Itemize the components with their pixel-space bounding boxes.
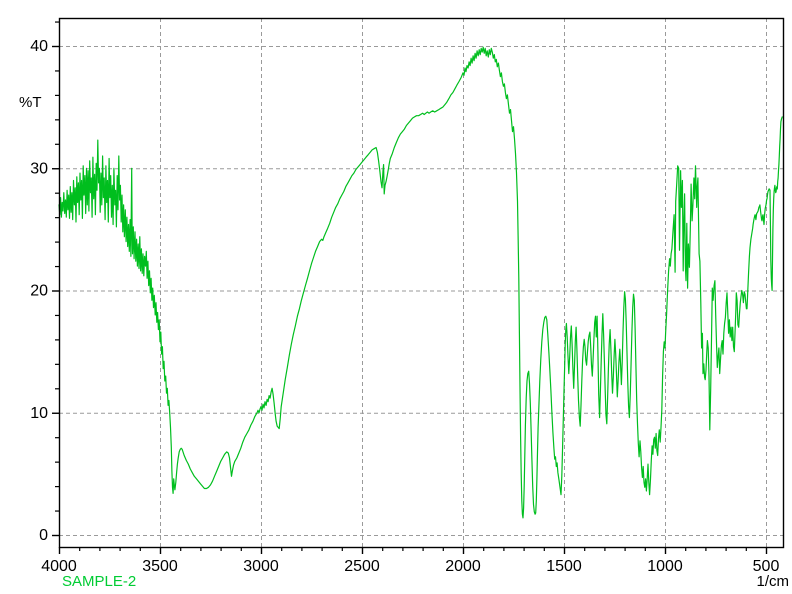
- x-tick-label: 4000: [41, 558, 77, 575]
- spectrum-trace-sample-2[interactable]: [58, 46, 783, 519]
- y-tick-label: 40: [30, 38, 48, 55]
- y-axis-label: %T: [19, 94, 42, 111]
- x-tick-label: 500: [753, 558, 780, 575]
- y-tick-label: 10: [30, 405, 48, 422]
- x-tick-label: 1000: [647, 558, 683, 575]
- sample-name-label[interactable]: SAMPLE-2: [62, 573, 137, 590]
- y-tick-label: 20: [30, 283, 48, 300]
- plot-border: [58, 17, 785, 549]
- tick-labels: 4000 3500 3000 2500 2000 1500 1000 500 0 10 20 30 40: [30, 38, 779, 575]
- gridlines: [59, 18, 783, 547]
- axes-and-ticks: [52, 17, 785, 554]
- y-tick-label: 0: [39, 527, 48, 544]
- x-tick-label: 2500: [344, 558, 380, 575]
- x-axis-unit-label: 1/cm: [756, 573, 789, 590]
- spectrum-curve[interactable]: [58, 46, 783, 519]
- x-tick-label: 2000: [445, 558, 481, 575]
- x-tick-label: 3000: [243, 558, 279, 575]
- x-tick-label: 3500: [142, 558, 178, 575]
- y-tick-label: 30: [30, 160, 48, 177]
- x-tick-label: 1500: [546, 558, 582, 575]
